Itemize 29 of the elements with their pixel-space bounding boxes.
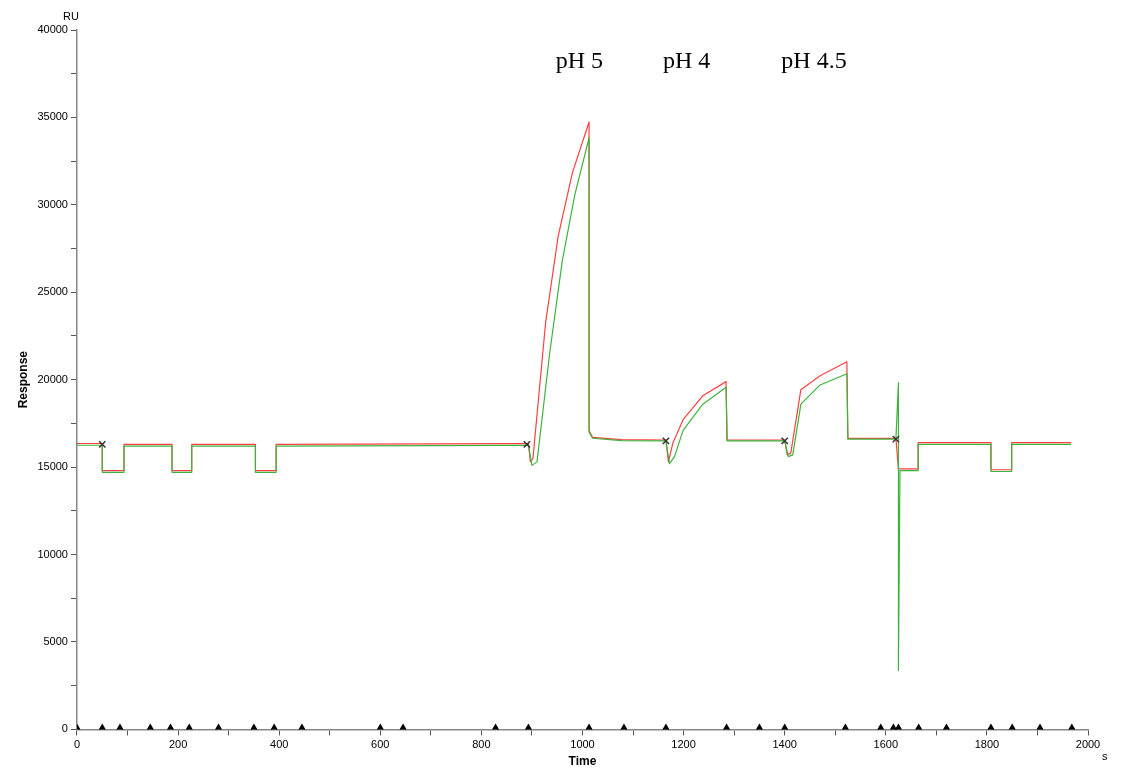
text: s <box>1102 749 1108 762</box>
x-tick-label: 800 <box>472 738 491 751</box>
x-tick-label: 600 <box>371 738 390 751</box>
x-tick-label: 1800 <box>974 738 1000 751</box>
x-tick-label: 1400 <box>772 738 797 751</box>
y-tick-label: 35000 <box>37 110 68 123</box>
y-tick-label: 25000 <box>37 285 68 298</box>
y-tick-label: 15000 <box>37 460 68 473</box>
x-tick-label: 200 <box>168 738 188 751</box>
annotation: pH 4.5 <box>781 46 847 73</box>
x-tick-label: 0 <box>73 738 81 751</box>
x-tick-label: 1600 <box>873 738 899 751</box>
x-tick-label: 400 <box>270 738 289 751</box>
point <box>661 436 670 445</box>
point <box>891 435 900 444</box>
x-axis-title: Time <box>568 754 597 769</box>
y-tick-label: 40000 <box>37 23 68 36</box>
x-tick-label: 1200 <box>671 738 696 751</box>
y-tick-label: 5000 <box>43 635 68 648</box>
x-tick-label: 1000 <box>570 738 595 751</box>
y-tick-label: 10000 <box>37 547 68 560</box>
annotation: pH 5 <box>555 46 604 73</box>
annotation: pH 4 <box>662 46 711 73</box>
x-tick-label: 2000 <box>1075 738 1101 751</box>
y-axis-title: Response <box>15 350 30 409</box>
text: RU <box>63 9 79 22</box>
y-tick-label: 0 <box>61 722 68 735</box>
y-tick-label: 30000 <box>37 197 68 210</box>
y-tick-label: 20000 <box>37 372 68 385</box>
